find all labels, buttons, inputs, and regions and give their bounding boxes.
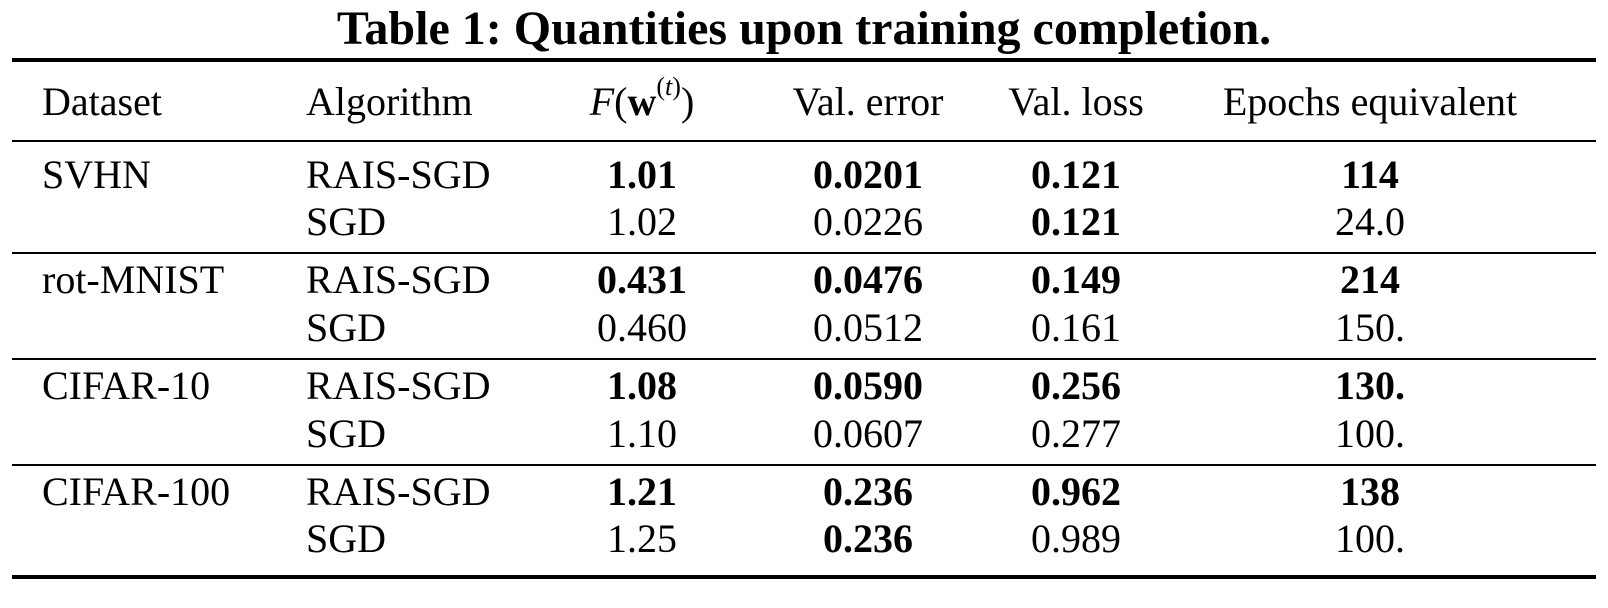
row-4-val-loss: 0.256	[1031, 363, 1121, 408]
row-0-epochs: 114	[1341, 152, 1399, 197]
row-1-objective: 1.02	[607, 199, 677, 244]
header-objective-sup: t	[665, 71, 673, 101]
row-0-objective: 1.01	[607, 152, 677, 197]
row-1-algorithm: SGD	[306, 199, 387, 244]
row-4-val-error: 0.0590	[813, 363, 923, 408]
header-val-error: Val. error	[792, 79, 944, 124]
row-0-algorithm: RAIS-SGD	[306, 152, 491, 197]
row-2-epochs: 214	[1340, 257, 1400, 302]
row-7-objective: 1.25	[607, 516, 677, 561]
row-3-epochs: 150.	[1335, 305, 1405, 350]
row-6-dataset: CIFAR-100	[42, 469, 231, 514]
header-dataset: Dataset	[42, 79, 162, 124]
row-5-algorithm: SGD	[306, 411, 387, 456]
row-2-val-loss: 0.149	[1031, 257, 1121, 302]
bottom-rule	[12, 575, 1596, 579]
row-2-objective: 0.431	[597, 257, 687, 302]
row-6-epochs: 138	[1340, 469, 1400, 514]
header-objective-symbol: F	[589, 79, 615, 124]
row-4-epochs: 130.	[1335, 363, 1405, 408]
header-objective-arg: w	[627, 79, 657, 124]
header-val-loss: Val. loss	[1008, 79, 1144, 124]
row-0-val-loss: 0.121	[1031, 152, 1121, 197]
group-rule-1	[12, 252, 1596, 254]
row-5-objective: 1.10	[607, 411, 677, 456]
row-7-val-loss: 0.989	[1031, 516, 1121, 561]
header-objective: F(w(t))	[589, 71, 695, 124]
row-4-dataset: CIFAR-10	[42, 363, 211, 408]
row-1-val-error: 0.0226	[813, 199, 923, 244]
row-1-dataset	[42, 198, 292, 246]
row-7-epochs: 100.	[1335, 516, 1405, 561]
row-3-dataset	[42, 304, 292, 352]
row-0-val-error: 0.0201	[813, 152, 923, 197]
row-3-val-loss: 0.161	[1031, 305, 1121, 350]
row-4-algorithm: RAIS-SGD	[306, 363, 491, 408]
header-rule	[12, 140, 1596, 142]
table-caption: Table 1: Quantities upon training comple…	[336, 2, 1272, 55]
row-5-val-loss: 0.277	[1031, 411, 1121, 456]
row-2-val-error: 0.0476	[813, 257, 923, 302]
row-2-dataset: rot-MNIST	[42, 257, 225, 302]
row-7-algorithm: SGD	[306, 516, 387, 561]
row-1-epochs: 24.0	[1335, 199, 1405, 244]
row-1-val-loss: 0.121	[1031, 199, 1121, 244]
row-6-val-error: 0.236	[823, 469, 913, 514]
row-3-val-error: 0.0512	[813, 305, 923, 350]
row-5-epochs: 100.	[1335, 411, 1405, 456]
group-rule-3	[12, 464, 1596, 466]
row-7-dataset	[42, 515, 292, 563]
row-7-val-error: 0.236	[823, 516, 913, 561]
row-5-dataset	[42, 410, 292, 458]
row-4-objective: 1.08	[607, 363, 677, 408]
row-0-dataset: SVHN	[42, 152, 151, 197]
header-epochs: Epochs equivalent	[1222, 79, 1518, 124]
row-2-algorithm: RAIS-SGD	[306, 257, 491, 302]
row-6-algorithm: RAIS-SGD	[306, 469, 491, 514]
row-6-objective: 1.21	[607, 469, 677, 514]
row-5-val-error: 0.0607	[813, 411, 923, 456]
top-rule	[12, 58, 1596, 62]
row-3-objective: 0.460	[597, 305, 687, 350]
row-6-val-loss: 0.962	[1031, 469, 1121, 514]
header-algorithm: Algorithm	[306, 79, 473, 124]
row-3-algorithm: SGD	[306, 305, 387, 350]
group-rule-2	[12, 358, 1596, 360]
